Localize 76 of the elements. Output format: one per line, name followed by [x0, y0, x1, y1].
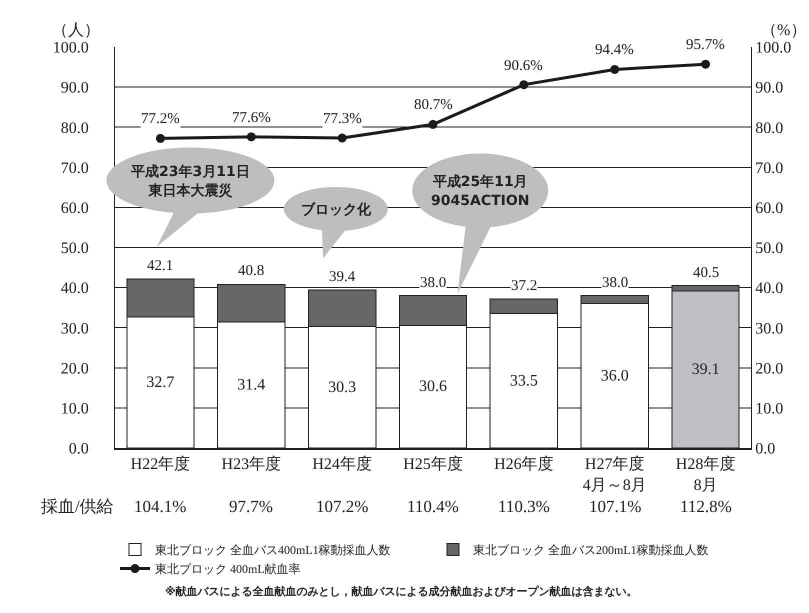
y-tick-label: 100.0 [52, 40, 89, 57]
total-label: 37.2 [511, 278, 538, 294]
y-axis-title: （人） [52, 22, 100, 39]
total-label: 38.0 [602, 275, 628, 291]
y2-tick-label: 50.0 [755, 240, 784, 258]
text: 104.1% [134, 497, 186, 516]
y2-tick-label: 60.0 [755, 200, 784, 217]
y-tick-label: 70.0 [60, 160, 89, 177]
total-label: 40.8 [238, 263, 264, 279]
x-tick-label: H25年度 [403, 454, 463, 473]
y2-tick-label: 90.0 [755, 80, 784, 97]
data-label: 95.7% [686, 37, 725, 53]
text: 採血/供給 [41, 497, 114, 516]
y2-tick-label: 10.0 [755, 400, 784, 418]
x-tick-label: H23年度 [222, 454, 282, 473]
text: 107.2% [316, 497, 368, 516]
total-label: 39.4 [329, 269, 356, 285]
data-label: 94.4% [595, 42, 634, 58]
data-label: 77.6% [232, 110, 271, 126]
y-tick-label: 10.0 [60, 400, 89, 418]
data-label: 80.7% [414, 97, 453, 113]
y2-tick-label: 70.0 [755, 160, 784, 177]
point [701, 60, 710, 69]
legend-label: 東北ブロック 400mL献血率 [155, 562, 301, 576]
text: ※献血バスによる全血献血のみとし，献血バスによる成分献血およびオープン献血は含まない。 [165, 585, 638, 598]
legend-label: 東北ブロック 全血バス200mL1稼動採血人数 [473, 543, 709, 558]
y-tick-label: 80.0 [60, 120, 89, 137]
data-label: 31.4 [237, 376, 266, 394]
total-label: 38.0 [420, 275, 446, 291]
x-tick-label: H24年度 [312, 454, 372, 473]
y2-tick-label: 30.0 [755, 320, 784, 338]
y-tick-label: 50.0 [60, 240, 89, 258]
annotation: 9045ACTION [431, 193, 530, 210]
y-tick-label: 40.0 [60, 280, 89, 298]
x-tick-label: H22年度 [130, 454, 190, 473]
y2-tick-label: 40.0 [755, 280, 784, 298]
data-label: 77.3% [323, 111, 362, 127]
y2-tick-label: 100.0 [755, 40, 792, 57]
y-tick-label: 20.0 [60, 360, 89, 378]
point [428, 120, 438, 129]
text: 110.3% [498, 497, 550, 516]
point [338, 134, 347, 143]
data-label: 90.6% [504, 58, 543, 74]
text: 112.8% [680, 497, 732, 516]
y-tick-label: 60.0 [60, 200, 89, 217]
x-tick-label: H28年度 8月 [676, 454, 736, 494]
x-tick-label: H26年度 [494, 454, 554, 473]
y-tick-label: 90.0 [60, 80, 89, 97]
y2-tick-label: 20.0 [755, 360, 784, 378]
total-label: 42.1 [147, 258, 174, 274]
annotation: 平成25年11月 [432, 174, 528, 190]
y-tick-label: 0.0 [68, 440, 89, 458]
y2-axis-title: （%） [761, 22, 806, 39]
point [519, 80, 528, 90]
annotation: 平成23年3月11日 [130, 164, 250, 180]
total-label: 40.5 [693, 265, 720, 281]
legend-label: 東北ブロック 全血バス400mL1稼動採血人数 [155, 543, 391, 558]
x-tick-label: H27年度 4月～8月 [582, 454, 647, 494]
data-label: 33.5 [510, 372, 538, 390]
y-tick-label: 30.0 [60, 320, 89, 338]
text: 97.7% [229, 497, 273, 516]
annotation: 東日本大震災 [147, 183, 232, 200]
data-label: 36.0 [600, 367, 629, 384]
data-label: 32.7 [146, 374, 174, 391]
point [610, 64, 620, 74]
point [156, 134, 165, 143]
data-label: 77.2% [141, 111, 180, 127]
text: 107.1% [589, 497, 642, 516]
text: 110.4% [407, 497, 459, 516]
y2-tick-label: 80.0 [755, 120, 784, 137]
data-label: 39.1 [692, 361, 720, 378]
annotation: ブロック化 [300, 201, 372, 218]
point [246, 132, 256, 142]
data-label: 30.3 [328, 378, 356, 396]
data-label: 30.6 [419, 378, 447, 396]
y2-tick-label: 0.0 [755, 440, 776, 458]
